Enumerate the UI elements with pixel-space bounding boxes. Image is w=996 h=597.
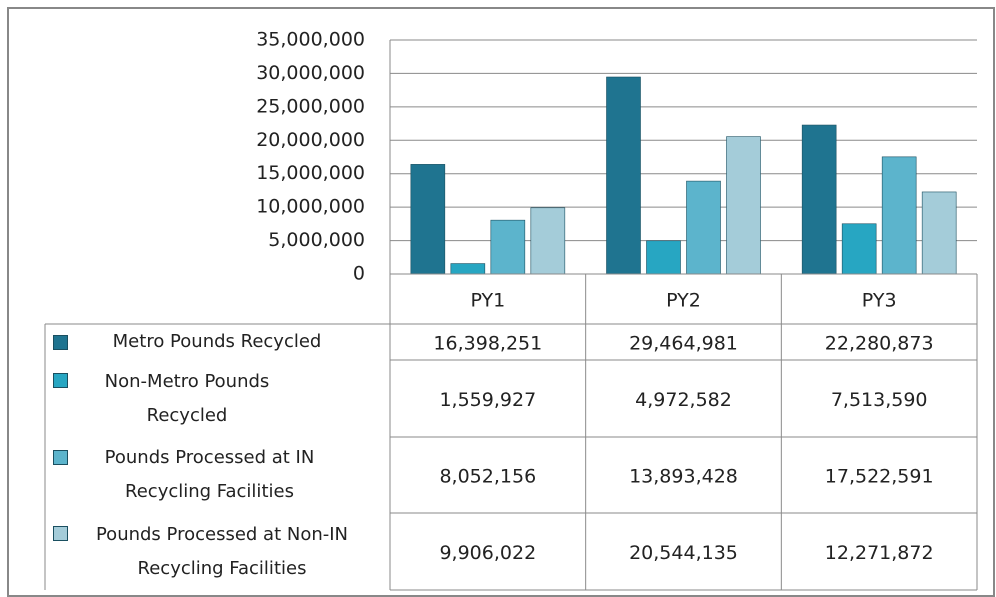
bar: [881, 156, 917, 275]
legend-swatch: [53, 373, 68, 388]
y-tick-label: 5,000,000: [268, 229, 365, 251]
table-value: 12,271,872: [825, 542, 934, 564]
y-tick-label: 20,000,000: [256, 129, 365, 151]
table-value: 9,906,022: [439, 542, 536, 564]
table-value: 16,398,251: [433, 333, 542, 355]
legend-label: Non-Metro Pounds Recycled: [104, 370, 270, 426]
table-value: 8,052,156: [439, 466, 536, 488]
legend-swatch: [53, 450, 68, 465]
legend-label: Metro Pounds Recycled: [112, 331, 322, 352]
bar: [801, 124, 837, 275]
table-value: 13,893,428: [629, 466, 738, 488]
bar: [450, 263, 486, 275]
bar: [606, 76, 641, 275]
x-tick-label: PY2: [666, 290, 701, 312]
bar: [490, 219, 526, 275]
x-tick-label: PY3: [862, 290, 897, 312]
y-tick-label: 25,000,000: [256, 95, 365, 117]
bar: [646, 240, 681, 275]
table-value: 17,522,591: [825, 466, 934, 488]
table-value: 7,513,590: [831, 389, 928, 411]
chart-frame: [7, 7, 995, 597]
table-value: 22,280,873: [825, 333, 934, 355]
bar: [530, 207, 566, 275]
table-value: 20,544,135: [629, 542, 738, 564]
legend-cell: Non-Metro Pounds Recycled: [49, 360, 386, 437]
legend-label: Pounds Processed at IN Recycling Facilit…: [104, 447, 315, 502]
bar: [921, 191, 957, 275]
legend-entry: Pounds Processed at Non-IN Recycling Fac…: [49, 513, 386, 590]
legend-entry: Pounds Processed at IN Recycling Facilit…: [49, 437, 386, 513]
bar: [686, 180, 721, 275]
bar: [841, 223, 877, 275]
legend-entry: Non-Metro Pounds Recycled: [49, 360, 386, 437]
legend-cell: Pounds Processed at IN Recycling Facilit…: [49, 437, 386, 513]
legend-cell: Metro Pounds Recycled: [49, 324, 386, 360]
y-tick-label: 0: [353, 263, 365, 285]
legend-entry: Metro Pounds Recycled: [49, 324, 386, 360]
x-tick-label: PY1: [470, 290, 505, 312]
table-value: 1,559,927: [439, 389, 536, 411]
bar: [726, 136, 761, 275]
y-tick-label: 35,000,000: [256, 29, 365, 51]
table-value: 29,464,981: [629, 333, 738, 355]
table-value: 4,972,582: [635, 389, 732, 411]
legend-label: Pounds Processed at Non-IN Recycling Fac…: [95, 523, 349, 579]
legend-cell: Pounds Processed at Non-IN Recycling Fac…: [49, 513, 386, 590]
legend-swatch: [53, 526, 68, 541]
y-tick-label: 10,000,000: [256, 196, 365, 218]
bar: [410, 164, 446, 275]
legend-swatch: [53, 335, 68, 350]
y-tick-label: 15,000,000: [256, 162, 365, 184]
y-tick-label: 30,000,000: [256, 62, 365, 84]
